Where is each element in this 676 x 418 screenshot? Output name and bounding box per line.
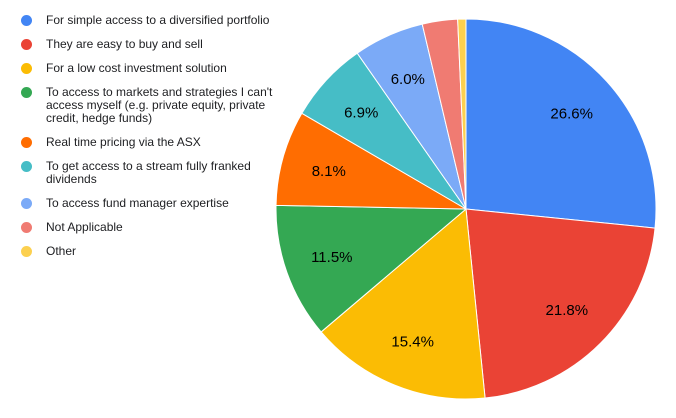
pie-slice-label: 26.6% xyxy=(550,106,593,123)
legend-swatch xyxy=(21,137,32,148)
legend-item: To access to markets and strategies I ca… xyxy=(21,86,279,125)
pie-slice xyxy=(457,18,467,210)
pie-slice-label: 6.9% xyxy=(344,105,378,122)
chart-legend: For simple access to a diversified portf… xyxy=(21,14,279,258)
pie-slice xyxy=(320,208,486,400)
legend-swatch xyxy=(21,87,32,98)
legend-item: For a low cost investment solution xyxy=(21,62,279,75)
pie-slice-label: 8.1% xyxy=(312,163,346,180)
legend-swatch xyxy=(21,222,32,233)
pie-slice xyxy=(275,112,467,210)
legend-label: They are easy to buy and sell xyxy=(46,37,203,51)
pie-slice-label: 21.8% xyxy=(546,302,589,319)
pie-slice-label: 11.5% xyxy=(311,249,352,266)
legend-item: For simple access to a diversified portf… xyxy=(21,14,279,27)
legend-swatch xyxy=(21,161,32,172)
legend-item: To access fund manager expertise xyxy=(21,197,279,210)
legend-item: To get access to a stream fully franked … xyxy=(21,160,279,186)
legend-label: To get access to a stream fully franked … xyxy=(46,159,251,186)
legend-label: For a low cost investment solution xyxy=(46,61,227,75)
legend-label: For simple access to a diversified portf… xyxy=(46,13,270,27)
pie-slice xyxy=(275,204,467,333)
legend-label: To access fund manager expertise xyxy=(46,196,229,210)
pie-slice-label: 15.4% xyxy=(391,333,434,350)
legend-swatch xyxy=(21,246,32,257)
legend-item: Real time pricing via the ASX xyxy=(21,136,279,149)
legend-item: Other xyxy=(21,245,279,258)
legend-item: They are easy to buy and sell xyxy=(21,38,279,51)
pie-slice xyxy=(465,18,657,229)
legend-swatch xyxy=(21,39,32,50)
legend-label: Not Applicable xyxy=(46,220,123,234)
legend-swatch xyxy=(21,15,32,26)
legend-swatch xyxy=(21,198,32,209)
legend-item: Not Applicable xyxy=(21,221,279,234)
legend-label: Real time pricing via the ASX xyxy=(46,135,201,149)
pie-slice-label: 6.0% xyxy=(391,71,425,88)
pie-slice xyxy=(465,208,656,399)
legend-swatch xyxy=(21,63,32,74)
legend-label: Other xyxy=(46,244,77,258)
legend-label: To access to markets and strategies I ca… xyxy=(46,85,273,125)
